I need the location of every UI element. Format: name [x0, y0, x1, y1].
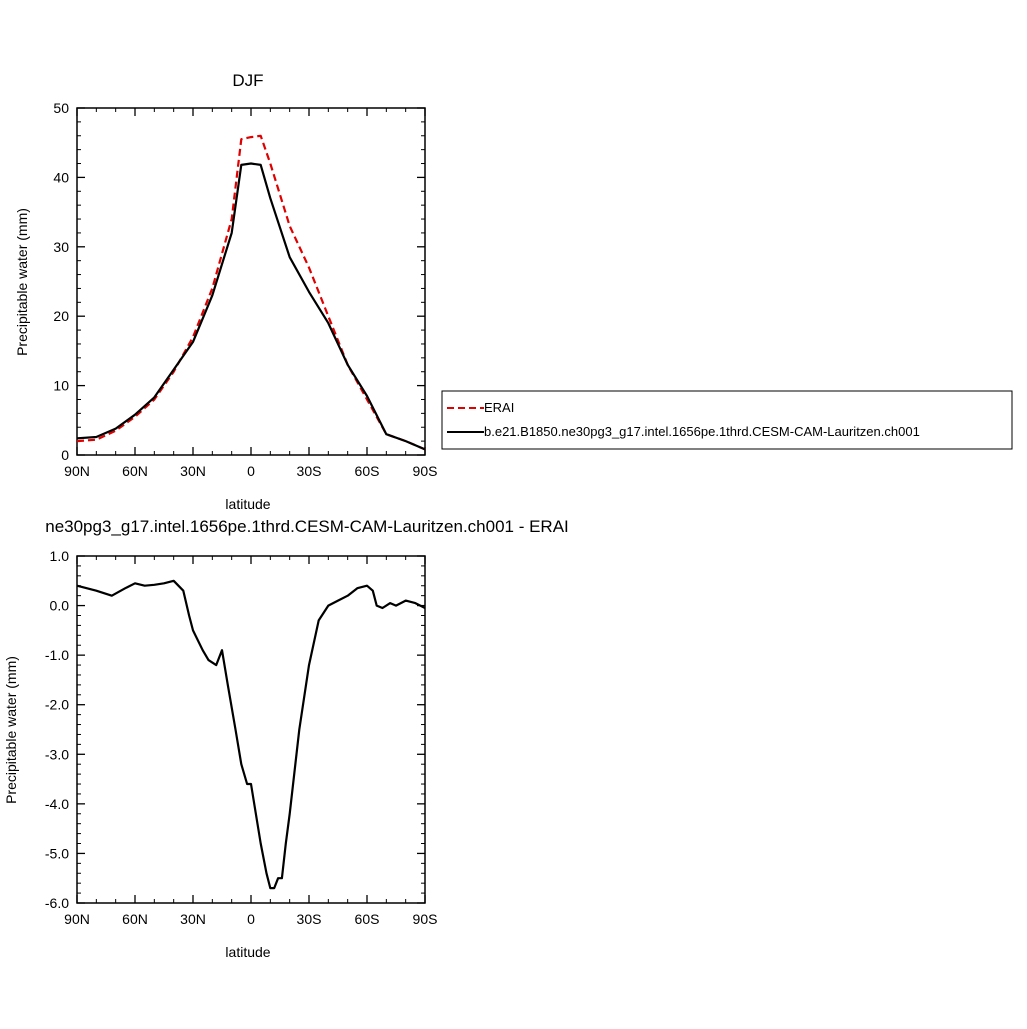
legend-model-label: b.e21.B1850.ne30pg3_g17.intel.1656pe.1th…: [484, 424, 920, 439]
bottom-ticks: 90N 60N 30N 0 30S 60S 90S 1.0 0.0 -1.0 -2.0 -3.0 -4.…: [45, 548, 438, 927]
bottom-x-tick-label: 0: [247, 911, 255, 927]
bottom-x-tick-label: 30S: [297, 911, 322, 927]
bottom-y-tick-label: -2.0: [45, 697, 69, 713]
top-x-tick-label: 30N: [180, 463, 206, 479]
bottom-x-tick-label: 60N: [122, 911, 148, 927]
top-chart-title: DJF: [232, 71, 263, 90]
top-y-axis-label: Precipitable water (mm): [14, 208, 30, 356]
bottom-x-axis-label: latitude: [225, 944, 270, 960]
bottom-y-tick-label: -3.0: [45, 746, 69, 762]
bottom-y-axis-label: Precipitable water (mm): [3, 656, 19, 804]
bottom-y-tick-label: 0.0: [50, 598, 70, 614]
top-x-tick-label: 90N: [64, 463, 90, 479]
legend: ERAI b.e21.B1850.ne30pg3_g17.intel.1656p…: [441, 390, 1013, 450]
top-series-group: [76, 134, 426, 451]
top-series-line-model: [76, 162, 426, 451]
top-y-tick-label: 20: [53, 308, 69, 324]
top-y-tick-label: 40: [53, 169, 69, 185]
top-x-tick-label: 60S: [355, 463, 380, 479]
bottom-series-line-difference: [76, 579, 426, 890]
bottom-y-tick-label: -5.0: [45, 845, 69, 861]
bottom-x-tick-label: 90S: [413, 911, 438, 927]
panel-bottom: ne30pg3_g17.intel.1656pe.1thrd.CESM-CAM-…: [3, 517, 569, 960]
bottom-y-tick-label: -6.0: [45, 895, 69, 911]
top-x-tick-label: 0: [247, 463, 255, 479]
legend-erai-label: ERAI: [484, 400, 514, 415]
panel-top: DJF 90N 60N 30N 0 30S 60S 90S 0 10 20 30 40 50 latit…: [14, 71, 437, 512]
bottom-y-tick-label: 1.0: [50, 548, 70, 564]
bottom-chart-title: ne30pg3_g17.intel.1656pe.1thrd.CESM-CAM-…: [45, 517, 569, 536]
top-series-line-erai: [76, 134, 426, 451]
bottom-x-tick-label: 30N: [180, 911, 206, 927]
bottom-y-tick-label: -4.0: [45, 796, 69, 812]
top-plot-frame: [76, 107, 426, 456]
top-y-tick-label: 30: [53, 239, 69, 255]
top-x-axis-label: latitude: [225, 496, 270, 512]
top-ticks: 90N 60N 30N 0 30S 60S 90S 0 10 20 30 40 50: [53, 100, 437, 479]
bottom-plot-frame: [76, 555, 426, 904]
top-x-tick-label: 30S: [297, 463, 322, 479]
bottom-x-tick-label: 60S: [355, 911, 380, 927]
top-y-tick-label: 0: [61, 447, 69, 463]
bottom-x-tick-label: 90N: [64, 911, 90, 927]
legend-box: [441, 390, 1013, 450]
bottom-y-tick-label: -1.0: [45, 647, 69, 663]
top-y-tick-label: 50: [53, 100, 69, 116]
bottom-series-group: [76, 579, 426, 890]
top-y-tick-label: 10: [53, 378, 69, 394]
top-x-tick-label: 60N: [122, 463, 148, 479]
top-x-tick-label: 90S: [413, 463, 438, 479]
